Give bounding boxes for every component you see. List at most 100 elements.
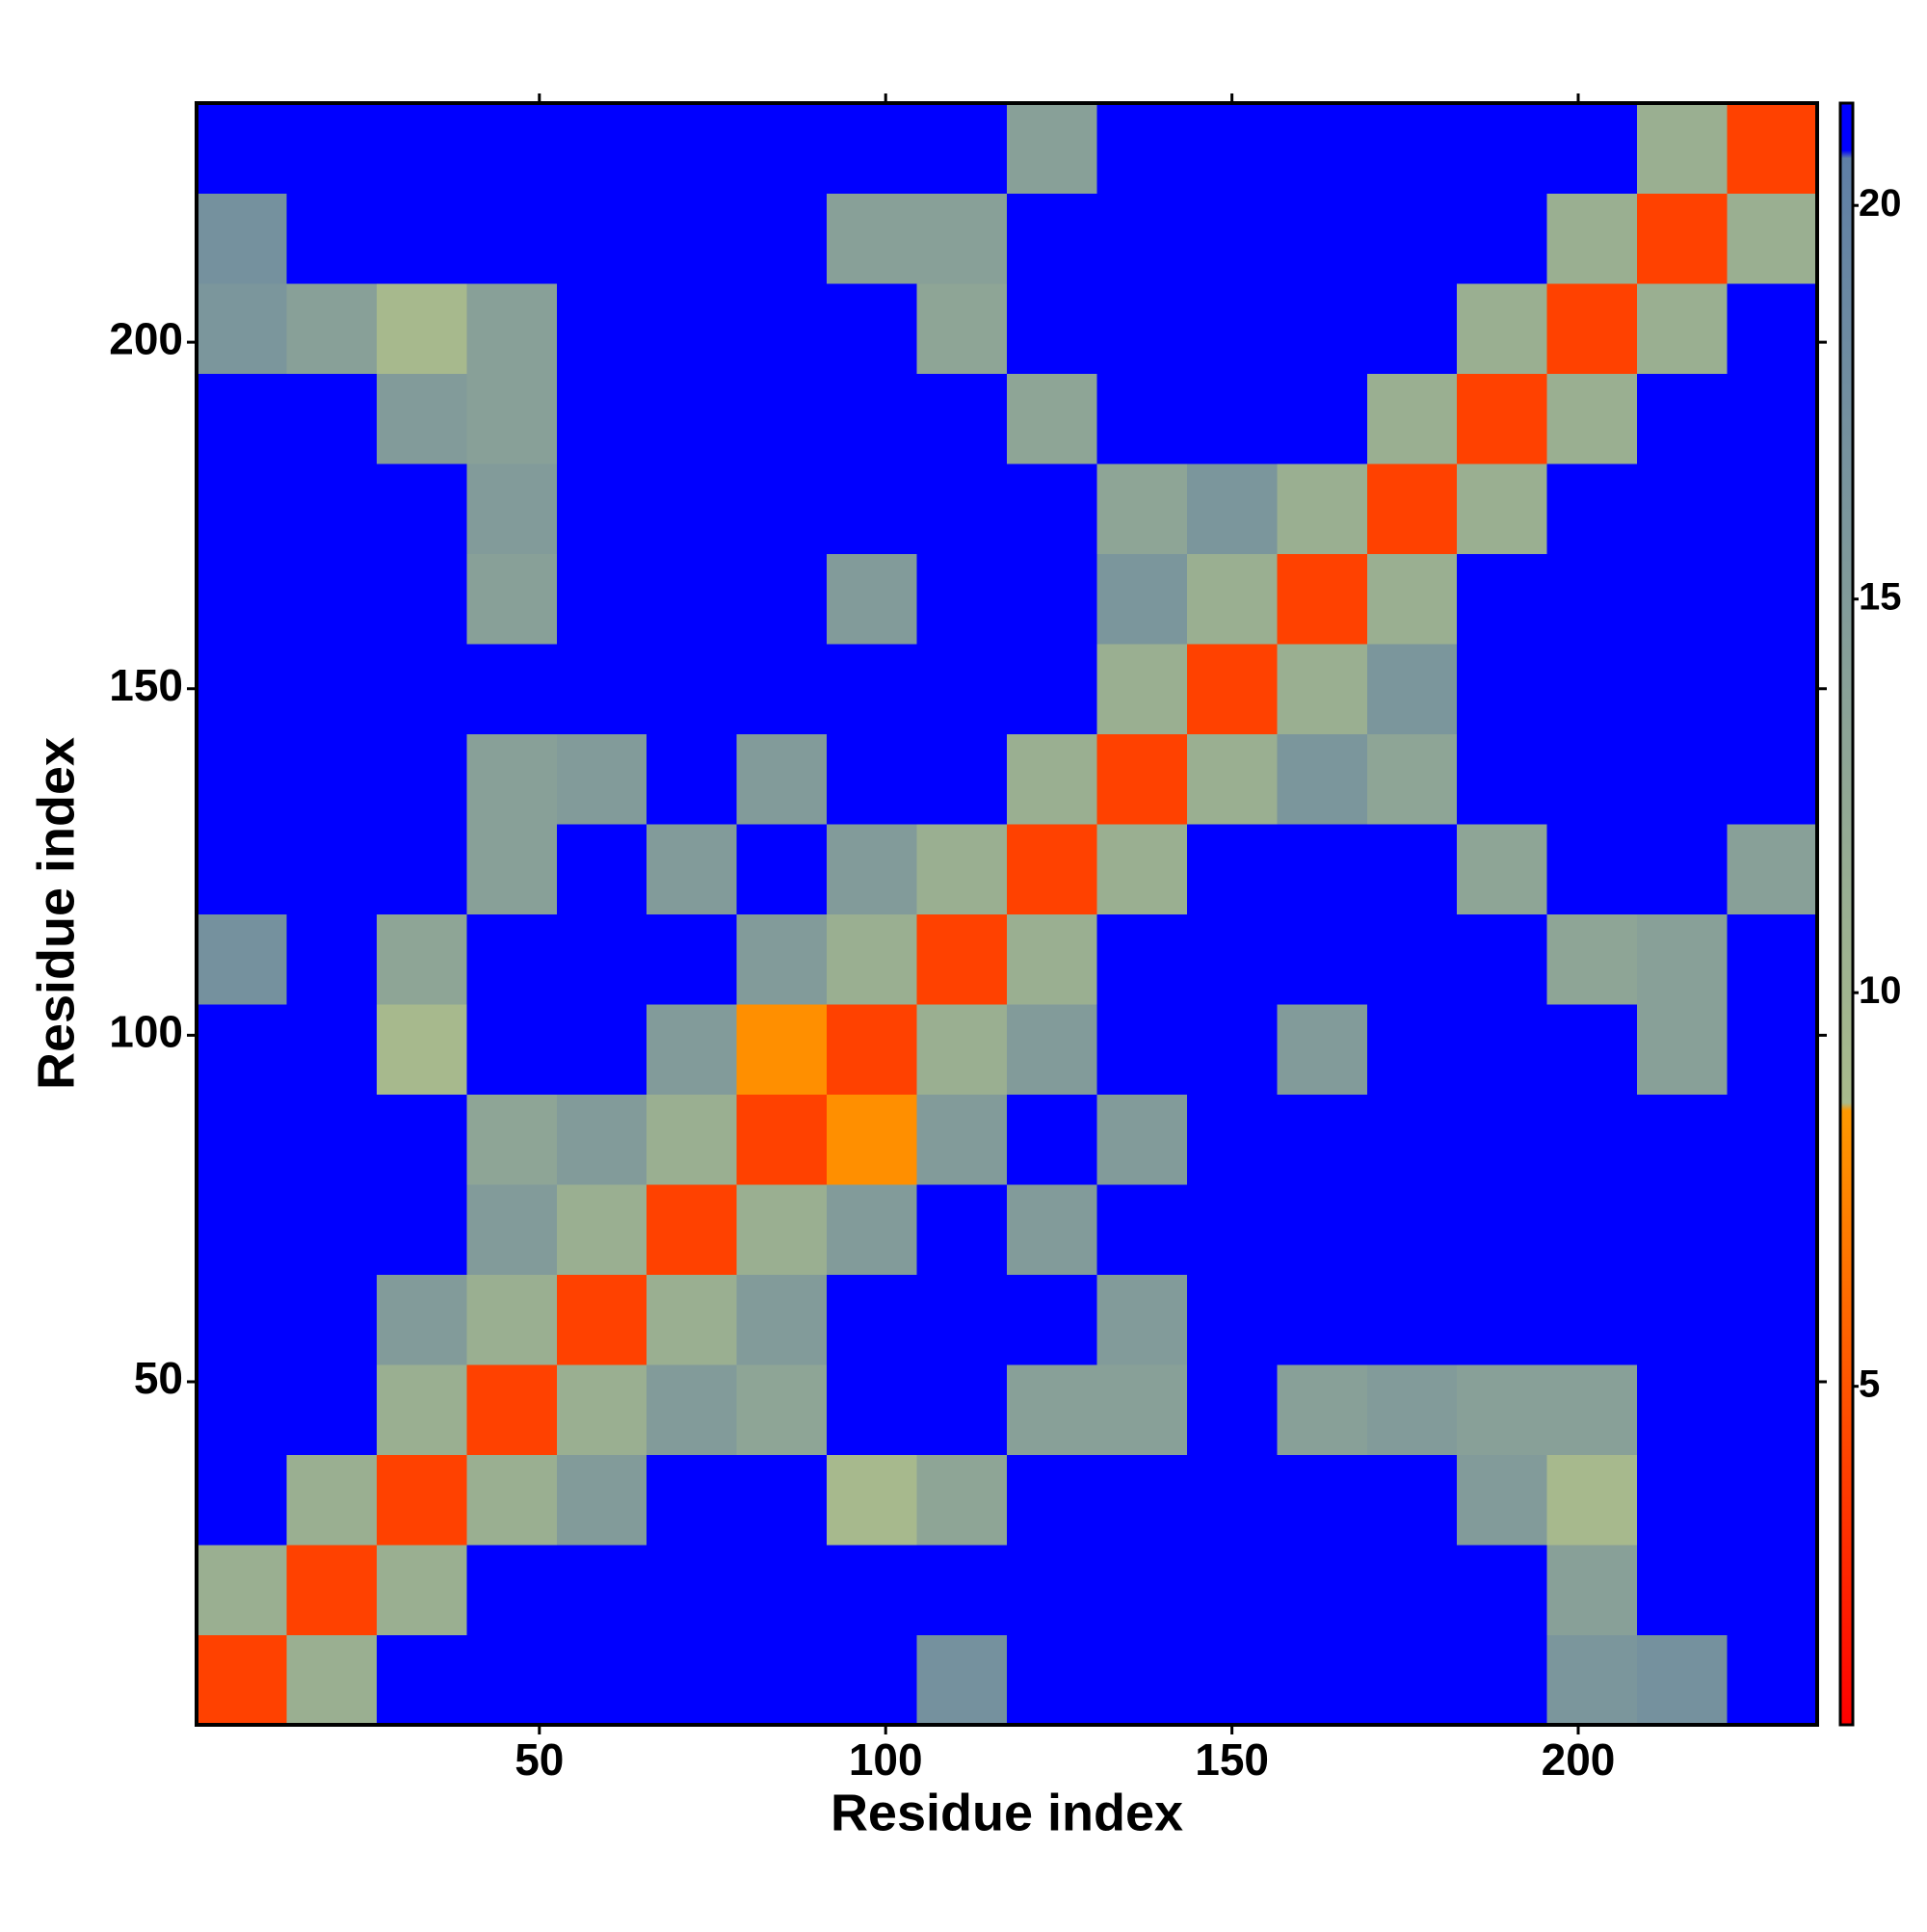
heatmap-cell bbox=[827, 193, 918, 284]
heatmap-cell bbox=[1727, 1004, 1818, 1096]
colorbar-tick-label: 10 bbox=[1859, 969, 1902, 1012]
heatmap-cell bbox=[376, 733, 467, 825]
heatmap-cell bbox=[1637, 1184, 1729, 1276]
heatmap-cell bbox=[1727, 103, 1818, 195]
heatmap-cell bbox=[1096, 1184, 1188, 1276]
heatmap-cell bbox=[1096, 1454, 1188, 1546]
heatmap-cell bbox=[466, 913, 558, 1005]
heatmap-cell bbox=[286, 733, 378, 825]
heatmap-cell bbox=[376, 553, 467, 645]
heatmap-cell bbox=[1366, 1004, 1458, 1096]
heatmap-cell bbox=[197, 913, 288, 1005]
heatmap-cell bbox=[647, 193, 738, 284]
heatmap-cell bbox=[1186, 103, 1278, 195]
heatmap-cell bbox=[1007, 824, 1098, 915]
heatmap-cell bbox=[647, 1364, 738, 1456]
heatmap-cells bbox=[197, 103, 1818, 1726]
heatmap-cell bbox=[1637, 1094, 1729, 1185]
heatmap-cell bbox=[1096, 1094, 1188, 1185]
heatmap-cell bbox=[1007, 373, 1098, 464]
heatmap-cell bbox=[376, 1004, 467, 1096]
heatmap-cell bbox=[1637, 644, 1729, 735]
heatmap-cell bbox=[1366, 283, 1458, 375]
heatmap-cell bbox=[376, 283, 467, 375]
heatmap-cell bbox=[1546, 193, 1638, 284]
heatmap-cell bbox=[1546, 283, 1638, 375]
heatmap-cell bbox=[556, 553, 647, 645]
heatmap-cell bbox=[1096, 103, 1188, 195]
heatmap-cell bbox=[1457, 824, 1548, 915]
heatmap-cell bbox=[916, 1184, 1008, 1276]
heatmap-cell bbox=[1366, 1184, 1458, 1276]
heatmap-cell bbox=[197, 463, 288, 555]
heatmap-cell bbox=[1457, 553, 1548, 645]
heatmap-cell bbox=[197, 283, 288, 375]
heatmap-cell bbox=[1277, 1545, 1368, 1636]
heatmap-cell bbox=[286, 1454, 378, 1546]
heatmap-cell bbox=[1277, 1094, 1368, 1185]
heatmap-cell bbox=[1546, 1184, 1638, 1276]
heatmap-cell bbox=[1007, 1004, 1098, 1096]
heatmap-cell bbox=[736, 1454, 828, 1546]
heatmap-cell bbox=[286, 1364, 378, 1456]
heatmap-cell bbox=[1277, 283, 1368, 375]
heatmap-cell bbox=[1277, 193, 1368, 284]
heatmap-cell bbox=[1457, 1094, 1548, 1185]
heatmap-cell bbox=[376, 824, 467, 915]
x-tick-label: 50 bbox=[515, 1734, 564, 1785]
heatmap-cell bbox=[1366, 103, 1458, 195]
heatmap-cell bbox=[1007, 103, 1098, 195]
heatmap-cell bbox=[1727, 1454, 1818, 1546]
heatmap-cell bbox=[466, 463, 558, 555]
heatmap-cell bbox=[1366, 463, 1458, 555]
heatmap-cell bbox=[1186, 1634, 1278, 1726]
plot-frame bbox=[195, 101, 1819, 1727]
heatmap-cell bbox=[916, 1274, 1008, 1365]
heatmap-cell bbox=[916, 1545, 1008, 1636]
heatmap-cell bbox=[1186, 463, 1278, 555]
heatmap-cell bbox=[1546, 553, 1638, 645]
heatmap-cell bbox=[827, 913, 918, 1005]
heatmap-cell bbox=[1007, 1364, 1098, 1456]
heatmap-cell bbox=[916, 644, 1008, 735]
heatmap-cell bbox=[1096, 1634, 1188, 1726]
heatmap-cell bbox=[1096, 463, 1188, 555]
colorbar-tick-label: 20 bbox=[1859, 182, 1902, 225]
heatmap-cell bbox=[466, 1364, 558, 1456]
heatmap-cell bbox=[1546, 1364, 1638, 1456]
heatmap-cell bbox=[556, 193, 647, 284]
heatmap-cell bbox=[197, 1364, 288, 1456]
heatmap-cell bbox=[1366, 553, 1458, 645]
heatmap-cell bbox=[1096, 824, 1188, 915]
heatmap-cell bbox=[286, 1274, 378, 1365]
heatmap-cell bbox=[466, 1634, 558, 1726]
heatmap-cell bbox=[647, 1454, 738, 1546]
heatmap-cell bbox=[1457, 733, 1548, 825]
heatmap-cell bbox=[376, 644, 467, 735]
heatmap-cell bbox=[1637, 913, 1729, 1005]
heatmap-cell bbox=[827, 1634, 918, 1726]
heatmap-cell bbox=[1546, 644, 1638, 735]
heatmap-cell bbox=[1637, 1274, 1729, 1365]
heatmap-cell bbox=[827, 1364, 918, 1456]
heatmap-cell bbox=[197, 824, 288, 915]
heatmap-cell bbox=[556, 373, 647, 464]
heatmap-cell bbox=[1277, 373, 1368, 464]
heatmap-cell bbox=[466, 644, 558, 735]
heatmap-cell bbox=[916, 463, 1008, 555]
heatmap-cell bbox=[1637, 1004, 1729, 1096]
heatmap-cell bbox=[916, 193, 1008, 284]
heatmap-cell bbox=[466, 1454, 558, 1546]
heatmap-cell bbox=[376, 1454, 467, 1546]
heatmap-cell bbox=[1366, 913, 1458, 1005]
heatmap-cell bbox=[1186, 283, 1278, 375]
heatmap-cell bbox=[916, 283, 1008, 375]
heatmap-cell bbox=[1366, 733, 1458, 825]
heatmap-cell bbox=[647, 644, 738, 735]
heatmap-cell bbox=[286, 1094, 378, 1185]
heatmap-cell bbox=[647, 733, 738, 825]
heatmap-cell bbox=[736, 1634, 828, 1726]
heatmap-cell bbox=[1277, 1184, 1368, 1276]
heatmap-cell bbox=[1727, 644, 1818, 735]
heatmap-cell bbox=[197, 1274, 288, 1365]
